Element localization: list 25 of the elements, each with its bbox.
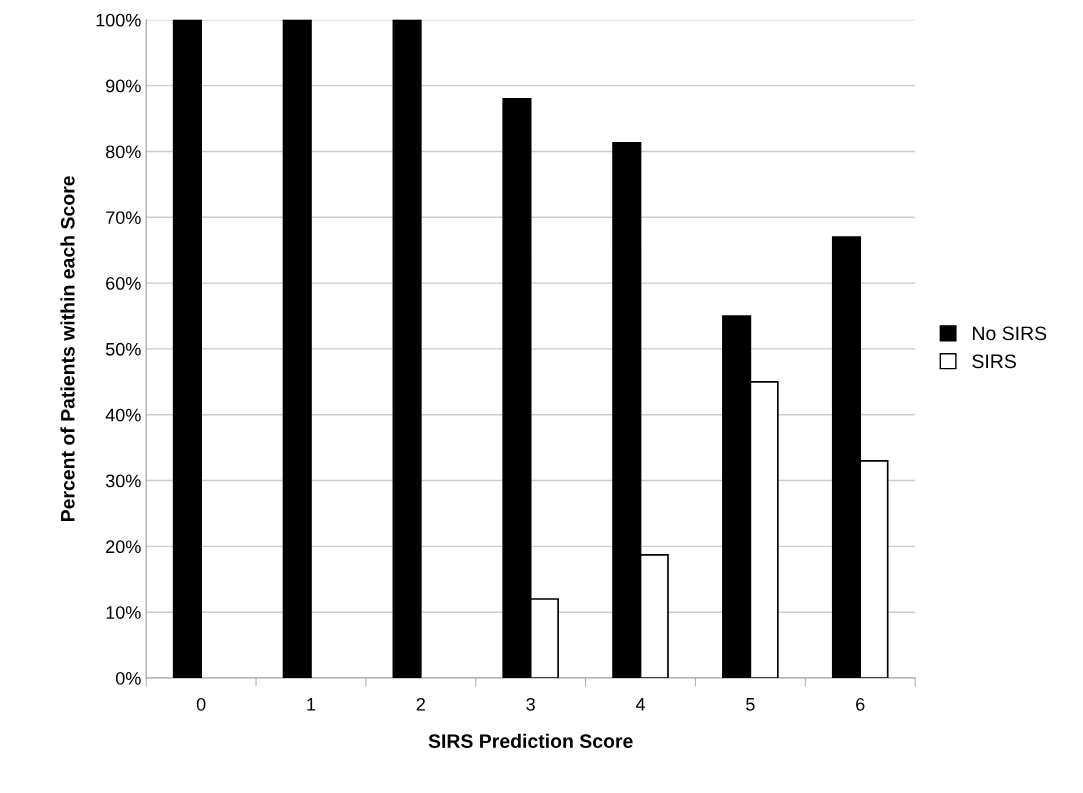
y-tick-label: 90%: [106, 79, 141, 93]
bar: [392, 19, 422, 679]
bar: [282, 19, 312, 679]
legend-label: No SIRS: [973, 326, 1047, 341]
y-tick-label: 80%: [105, 145, 141, 159]
y-axis-title: Percent of Patients within each Score: [60, 176, 75, 522]
x-tick-label: 4: [635, 698, 646, 711]
bar: [172, 19, 202, 679]
y-tick-label: 40%: [105, 408, 141, 422]
y-tick-label: 0%: [115, 671, 141, 685]
y-tick-label: 60%: [106, 277, 141, 290]
y-tick-label: 50%: [105, 342, 141, 356]
y-tick-label: 30%: [105, 474, 141, 488]
x-tick-label: 0: [196, 697, 206, 711]
y-tick-label: 20%: [106, 540, 141, 554]
x-axis-title: SIRS Prediction Score: [428, 733, 633, 749]
legend-label: SIRS: [972, 354, 1016, 369]
x-tick-label: 2: [416, 697, 425, 711]
y-tick-label: 10%: [106, 606, 141, 619]
y-tick-label: 70%: [106, 211, 141, 224]
x-tick-label: 3: [526, 697, 535, 711]
y-tick-label: 100%: [96, 13, 141, 27]
x-tick-label: 5: [746, 698, 755, 711]
x-tick-label: 6: [856, 697, 865, 711]
x-tick-label: 1: [307, 698, 316, 711]
